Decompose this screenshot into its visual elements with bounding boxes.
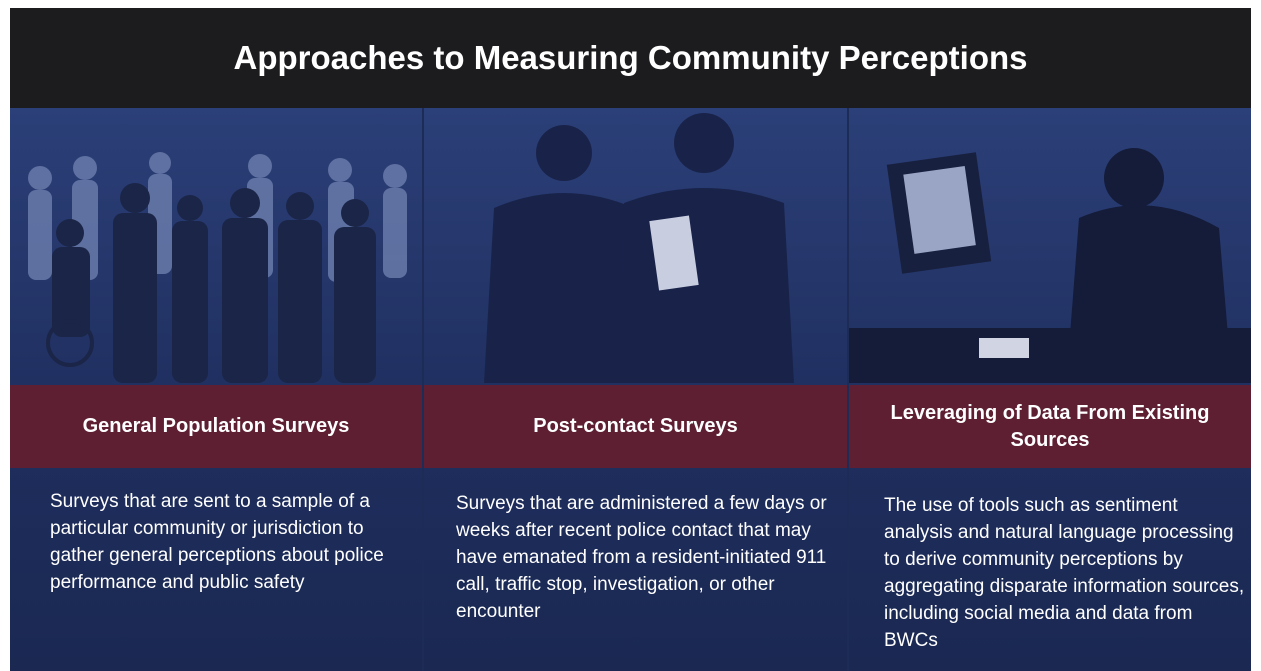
analyst-illustration [849, 108, 1251, 383]
panel-heading: Post-contact Surveys [424, 385, 847, 468]
panel-heading: Leveraging of Data From Existing Sources [849, 385, 1251, 468]
panel-text: Surveys that are sent to a sample of a p… [50, 488, 415, 596]
panel: Leveraging of Data From Existing Sources… [849, 108, 1251, 671]
panel-text: Surveys that are administered a few days… [456, 490, 841, 625]
panel-heading: General Population Surveys [10, 385, 422, 468]
panel-text: The use of tools such as sentiment analy… [884, 492, 1249, 654]
title: Approaches to Measuring Community Percep… [10, 8, 1251, 108]
panel: Post-contact Surveys Surveys that are ad… [424, 108, 847, 671]
infographic: Approaches to Measuring Community Percep… [10, 8, 1251, 671]
crowd-illustration [10, 108, 422, 383]
panel: General Population Surveys Surveys that … [10, 108, 422, 671]
officer-illustration [424, 108, 847, 383]
page: Approaches to Measuring Community Percep… [0, 0, 1261, 671]
